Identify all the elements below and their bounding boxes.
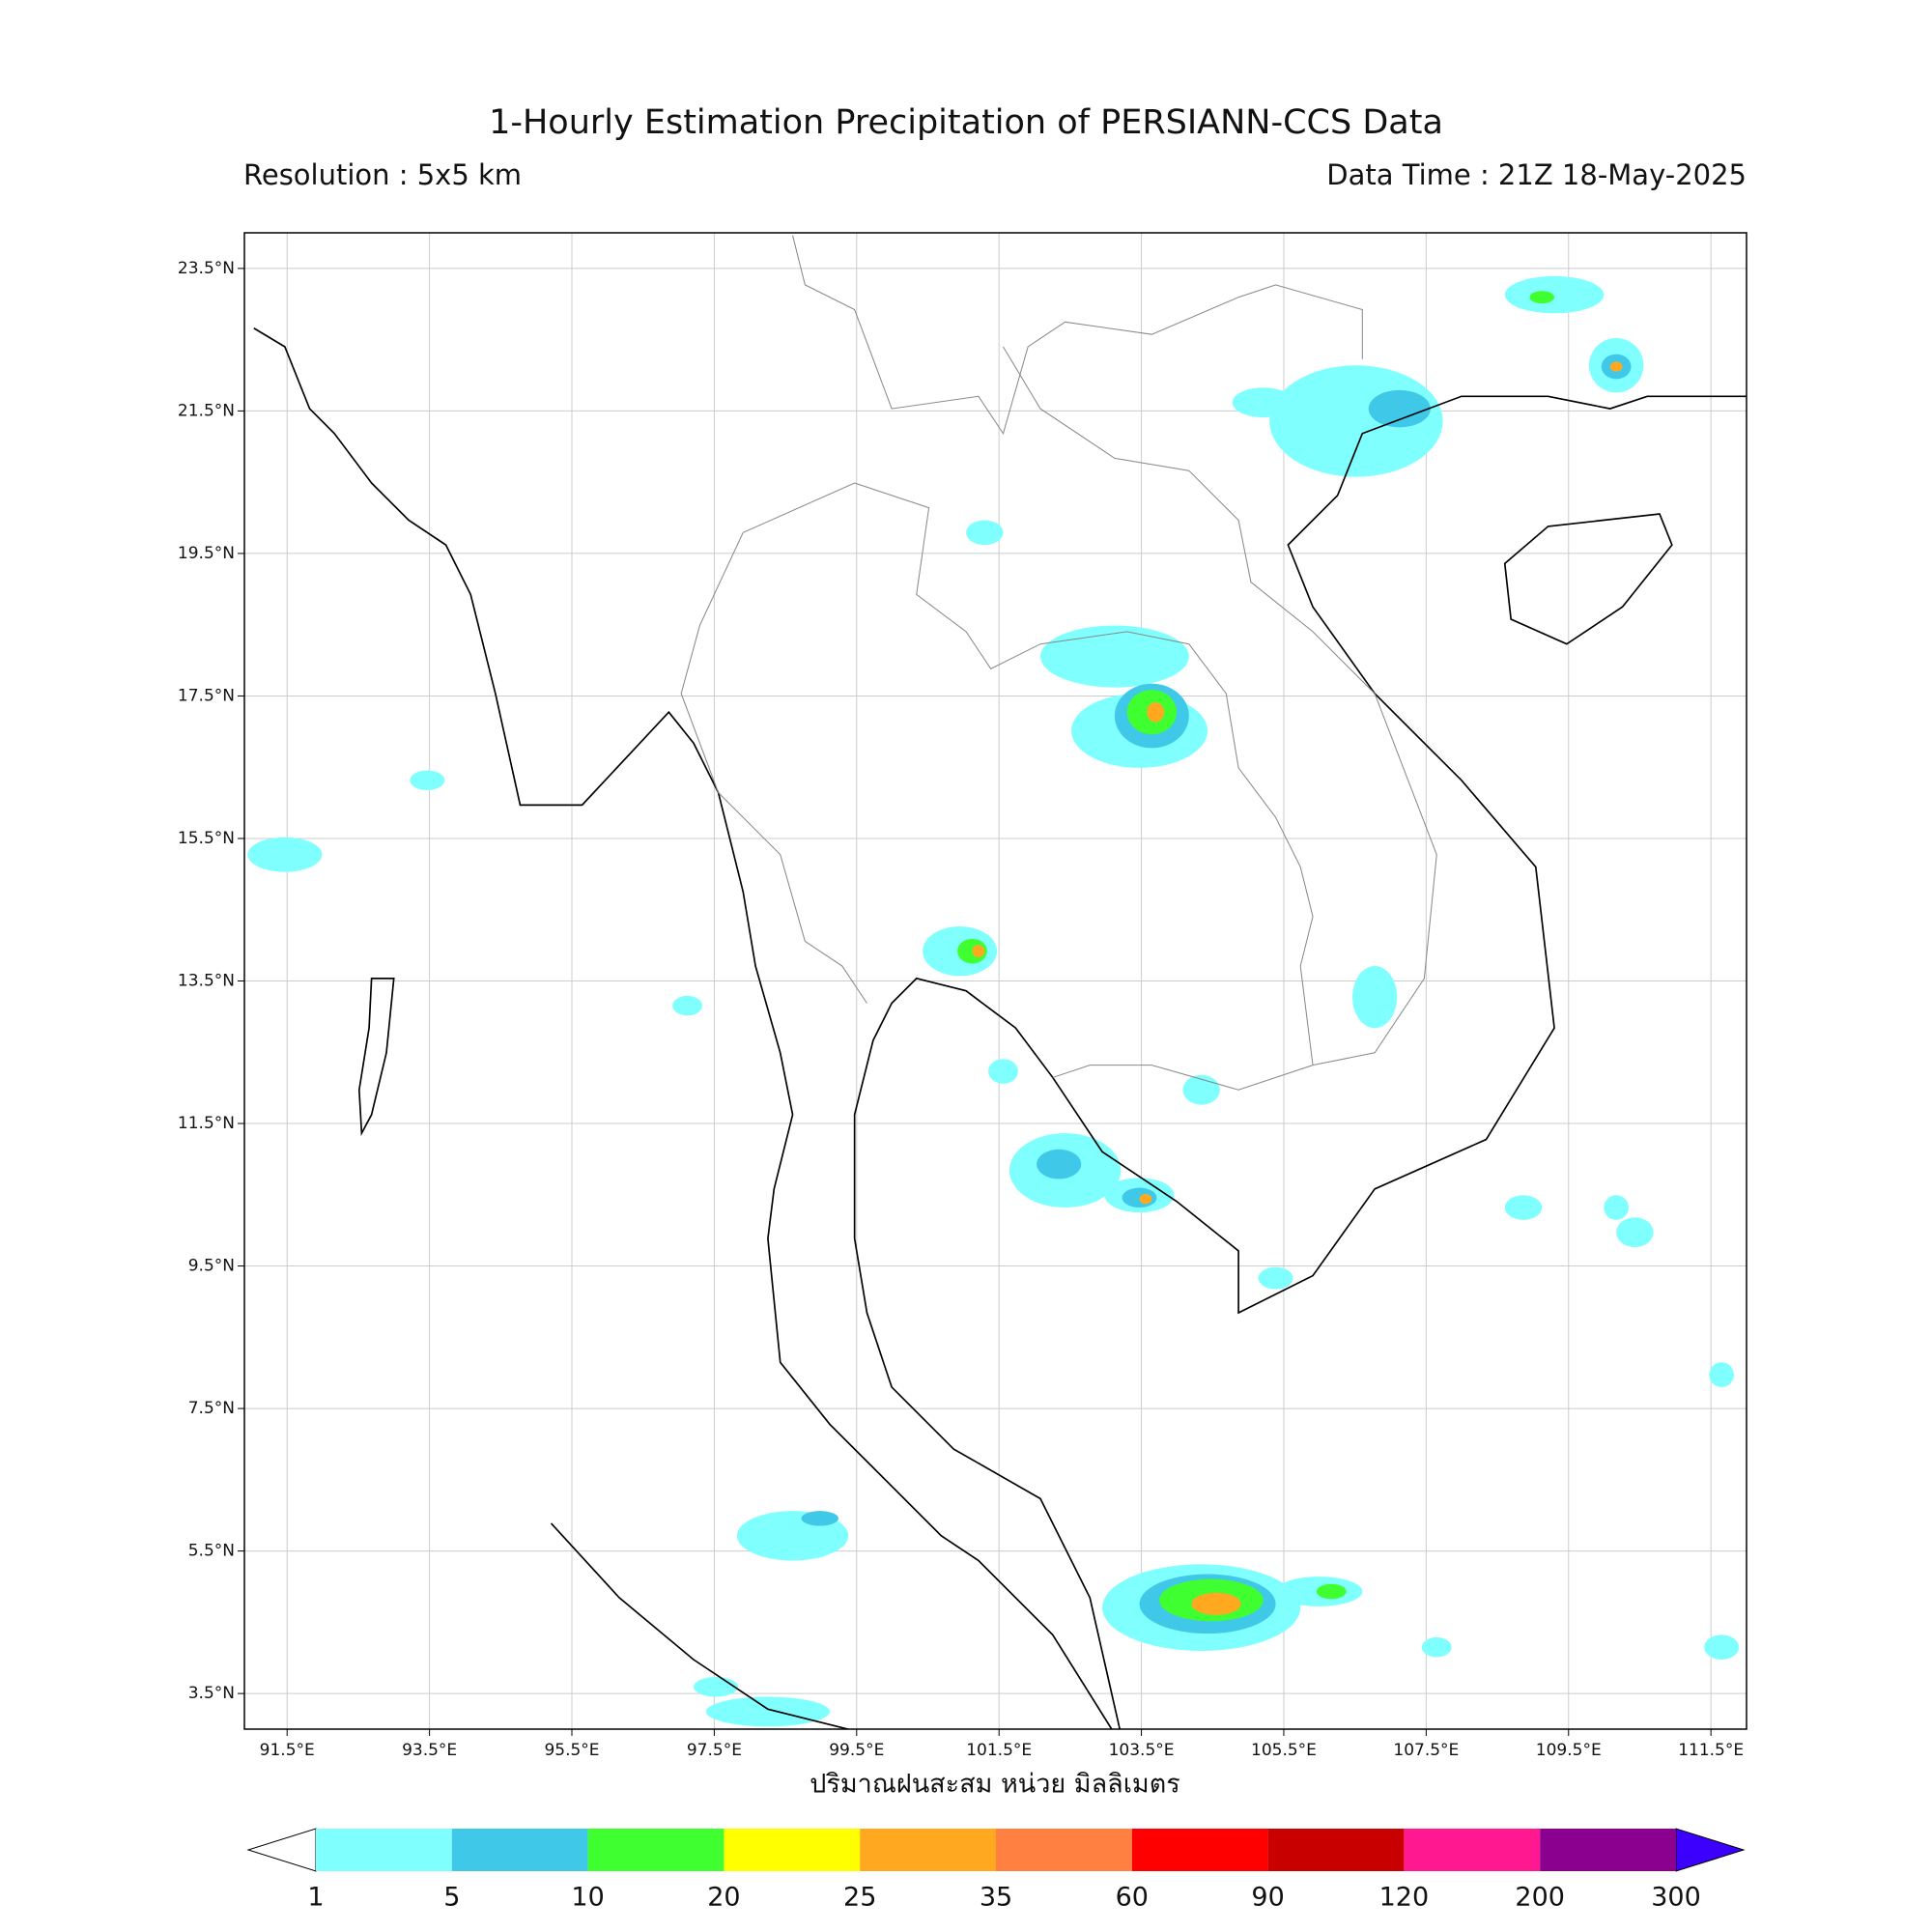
x-tick-label: 111.5°E	[1678, 1741, 1744, 1760]
colorbar-label: 25	[843, 1883, 876, 1913]
colorbar-label: 5	[443, 1883, 460, 1913]
y-tick-label: 17.5°N	[178, 686, 235, 705]
x-tick-label: 99.5°E	[829, 1741, 884, 1760]
colorbar-label: 200	[1515, 1883, 1565, 1913]
colorbar-segment	[860, 1829, 996, 1871]
x-tick-label: 105.5°E	[1251, 1741, 1317, 1760]
x-tick-label: 95.5°E	[544, 1741, 599, 1760]
colorbar-label: 1	[307, 1883, 324, 1913]
y-tick-label: 21.5°N	[178, 401, 235, 420]
y-tick-label: 11.5°N	[178, 1114, 235, 1133]
x-tick-label: 91.5°E	[260, 1741, 315, 1760]
y-tick-label: 23.5°N	[178, 259, 235, 278]
coastlines	[253, 235, 1747, 1729]
colorbar-segment	[1131, 1829, 1268, 1871]
x-tick-label: 107.5°E	[1393, 1741, 1459, 1760]
y-tick-label: 3.5°N	[188, 1684, 235, 1703]
colorbar-segment	[1267, 1829, 1405, 1871]
y-tick-label: 5.5°N	[188, 1542, 235, 1561]
resolution: Resolution : 5x5 km	[243, 158, 522, 191]
colorbar-label: 20	[707, 1883, 740, 1913]
precipitation	[247, 275, 1740, 1727]
y-tick-label: 19.5°N	[178, 544, 235, 563]
x-tick-label: 109.5°E	[1536, 1741, 1602, 1760]
map-frame	[243, 232, 1747, 1730]
data-time: Data Time : 21Z 18-May-2025	[1326, 158, 1747, 191]
colorbar-segment	[451, 1829, 588, 1871]
y-tick-label: 9.5°N	[188, 1257, 235, 1276]
colorbar-segment	[724, 1829, 861, 1871]
map-layer	[247, 235, 1747, 1729]
x-axis-label: ปริมาณฝนสะสม หน่วย มิลลิเมตร	[810, 1770, 1180, 1800]
colorbar-over	[1675, 1828, 1746, 1872]
x-tick-label: 97.5°E	[687, 1741, 742, 1760]
x-tick-label: 101.5°E	[966, 1741, 1032, 1760]
colorbar-label: 10	[571, 1883, 604, 1913]
colorbar-label: 60	[1116, 1883, 1149, 1913]
title: 1-Hourly Estimation Precipitation of PER…	[489, 103, 1443, 142]
x-tick-label: 103.5°E	[1109, 1741, 1175, 1760]
colorbar-label: 300	[1651, 1883, 1701, 1913]
colorbar-segment	[316, 1829, 452, 1871]
y-tick-label: 15.5°N	[178, 829, 235, 848]
colorbar-label: 120	[1379, 1883, 1430, 1913]
colorbar-label: 90	[1251, 1883, 1284, 1913]
colorbar-label: 35	[980, 1883, 1012, 1913]
y-tick-label: 13.5°N	[178, 972, 235, 991]
y-tick-label: 7.5°N	[188, 1399, 235, 1418]
colorbar-segment	[996, 1829, 1132, 1871]
colorbar-segment	[1540, 1829, 1676, 1871]
colorbar-segment	[1404, 1829, 1541, 1871]
colorbar-segment	[587, 1829, 724, 1871]
x-tick-label: 93.5°E	[402, 1741, 457, 1760]
colorbar-under	[246, 1828, 317, 1872]
